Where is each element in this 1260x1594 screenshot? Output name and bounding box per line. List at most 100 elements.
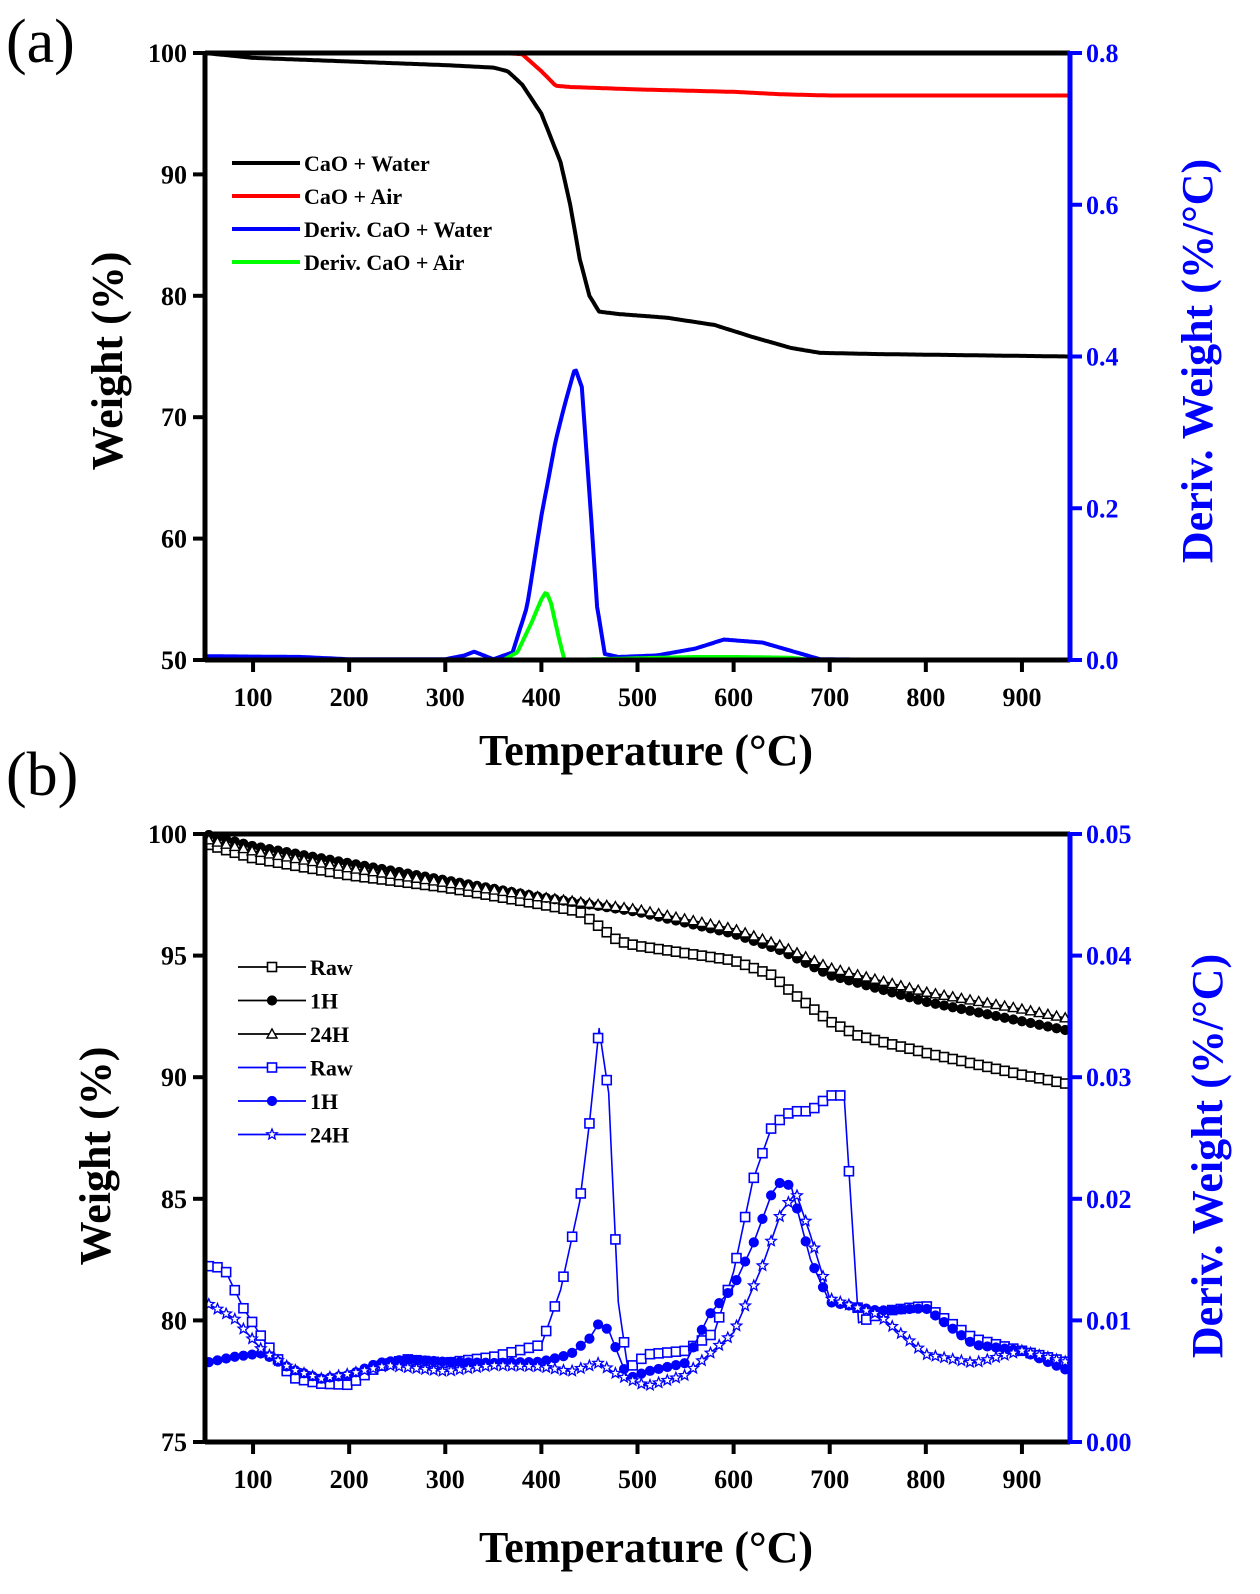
a-y2tick-label: 0.2 xyxy=(1086,494,1119,523)
b-ytick-label: 90 xyxy=(161,1063,187,1092)
b-series-1-point xyxy=(1042,1021,1053,1032)
b-series-2-point xyxy=(782,942,795,954)
b-series-0-point xyxy=(999,1065,1010,1077)
b-series-0-point xyxy=(964,1057,976,1069)
b-series-2-point xyxy=(799,950,812,962)
b-series-5-point xyxy=(608,1366,623,1380)
b-series-5-point xyxy=(755,1258,770,1272)
b-series-3-point xyxy=(748,1172,760,1184)
b-series-0-point xyxy=(895,1041,907,1052)
b-series-5-point xyxy=(919,1347,934,1361)
b-series-4-point xyxy=(212,1355,223,1366)
b-series-3-point xyxy=(679,1345,690,1357)
b-series-5-point xyxy=(868,1306,882,1320)
b-series-3-point xyxy=(670,1346,682,1358)
b-series-2-point xyxy=(522,888,536,901)
b-series-2-point xyxy=(652,907,665,919)
b-series-0-point xyxy=(834,1021,846,1032)
b-series-2-point xyxy=(972,995,985,1007)
panel-a-ylabel: Weight (%) xyxy=(83,252,132,471)
b-series-4-point xyxy=(679,1358,690,1369)
b-series-0-point xyxy=(757,966,768,977)
b-series-5-point xyxy=(859,1303,874,1317)
b-series-5-point xyxy=(582,1358,597,1372)
b-series-2-point xyxy=(341,861,354,873)
a-y2tick-label: 0.0 xyxy=(1086,646,1119,675)
b-series-4-point xyxy=(800,1236,811,1247)
b-series-2-point xyxy=(756,932,769,944)
b-series-5-point xyxy=(349,1365,363,1379)
b-series-2-point xyxy=(713,919,726,931)
b-series-2-point xyxy=(937,988,951,1001)
b-series-3-point xyxy=(584,1118,595,1129)
b-series-0-point xyxy=(601,926,613,938)
b-series-2-point xyxy=(730,923,743,935)
a-series-line-2 xyxy=(205,368,926,662)
b-series-2-point xyxy=(963,993,977,1005)
b-y2tick-label: 0.01 xyxy=(1086,1306,1132,1335)
b-series-5-point xyxy=(651,1375,666,1389)
b-series-5-point xyxy=(643,1377,657,1392)
b-series-3-point xyxy=(843,1165,855,1177)
b-y2tick-label: 0.02 xyxy=(1086,1185,1132,1214)
panel-a-series xyxy=(205,51,1070,662)
b-series-line-4 xyxy=(205,1179,1070,1380)
b-series-5-point xyxy=(850,1300,865,1314)
b-xtick-label: 800 xyxy=(906,1465,945,1494)
b-series-5-point xyxy=(669,1370,683,1384)
b-series-4-point xyxy=(558,1351,569,1362)
b-series-2-point xyxy=(868,972,882,984)
b-xtick-label: 200 xyxy=(330,1465,369,1494)
b-series-5-point xyxy=(210,1301,225,1315)
b-series-5-point xyxy=(426,1363,441,1377)
b-series-2-point xyxy=(505,886,518,898)
b-series-5-point xyxy=(824,1291,839,1306)
b-series-0-point xyxy=(679,947,690,959)
b-series-0-point xyxy=(1007,1067,1019,1079)
b-series-2-point xyxy=(920,985,933,997)
b-series-2-point xyxy=(479,882,492,894)
b-legend-marker xyxy=(266,995,278,1006)
b-series-3-point xyxy=(809,1102,820,1114)
b-series-5-point xyxy=(1023,1345,1038,1359)
a-ytick-label: 80 xyxy=(161,282,187,311)
b-series-4-point xyxy=(757,1213,768,1224)
b-series-0-point xyxy=(938,1051,950,1063)
b-series-5-point xyxy=(911,1340,926,1354)
b-series-4-point xyxy=(938,1317,950,1328)
b-series-0-point xyxy=(843,1025,855,1037)
b-series-5-point xyxy=(539,1360,554,1374)
b-series-2-point xyxy=(591,897,605,910)
b-series-5-point xyxy=(245,1331,259,1345)
b-series-2-point xyxy=(894,979,908,991)
b-series-1-point xyxy=(869,982,880,993)
b-series-2-point xyxy=(687,914,700,926)
b-series-2-point xyxy=(583,896,596,909)
b-series-0-point xyxy=(765,969,777,980)
b-series-2-point xyxy=(721,921,735,933)
b-series-5-point xyxy=(253,1341,268,1355)
b-series-2-point xyxy=(323,858,337,870)
panel-b: (b) 100 200 300 400 500 600 700 800 900 75 80 85 90 9… xyxy=(6,741,1232,1572)
b-legend-label: 24H xyxy=(310,1022,349,1047)
b-series-4-point xyxy=(921,1303,932,1315)
b-series-2-point xyxy=(1007,1001,1020,1013)
b-series-3-point xyxy=(610,1234,621,1245)
b-series-0-point xyxy=(904,1043,915,1055)
b-series-2-point xyxy=(557,893,570,905)
b-series-2-point xyxy=(315,856,328,868)
b-series-4-point xyxy=(662,1361,673,1373)
b-series-4-point xyxy=(774,1177,785,1189)
b-series-4-point xyxy=(229,1351,240,1362)
b-ytick-label: 85 xyxy=(161,1185,187,1214)
b-series-4-point xyxy=(973,1340,984,1351)
b-series-4-point xyxy=(644,1365,656,1376)
b-series-4 xyxy=(205,1177,1070,1384)
a-xtick-label: 900 xyxy=(1002,683,1041,712)
b-series-0-point xyxy=(921,1047,933,1059)
b-series-5-point xyxy=(573,1361,588,1375)
b-series-4-point xyxy=(913,1303,924,1314)
b-series-5-point xyxy=(928,1349,943,1363)
b-series-4-point xyxy=(765,1190,777,1201)
b-series-2-point xyxy=(245,844,259,856)
